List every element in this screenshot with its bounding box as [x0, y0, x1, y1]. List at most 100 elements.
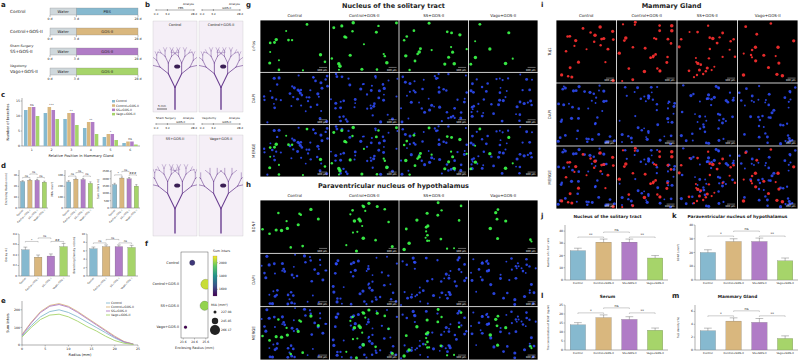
column-header: Control+GOS-II — [632, 13, 662, 18]
nucleus — [619, 120, 621, 122]
event-label: GOS-II — [222, 120, 231, 124]
marker-signal — [577, 61, 580, 64]
scale-label: 100 μm — [456, 250, 466, 253]
marker-signal — [351, 209, 354, 212]
panel-label: m — [672, 292, 679, 300]
nucleus — [296, 150, 299, 153]
nucleus — [375, 298, 378, 301]
duct — [214, 63, 215, 74]
nucleus — [321, 332, 324, 335]
nucleus — [309, 256, 311, 258]
duct — [214, 56, 217, 63]
cells — [261, 254, 328, 306]
row-label: DAPI — [547, 110, 552, 119]
marker-signal — [696, 31, 699, 34]
nucleus — [460, 164, 463, 167]
marker-signal — [624, 162, 628, 166]
nucleus — [321, 278, 324, 281]
gland — [199, 48, 243, 110]
marker-signal — [644, 47, 647, 50]
marker-signal — [450, 151, 452, 153]
nucleus — [276, 289, 279, 292]
duct — [165, 56, 168, 63]
nucleus — [334, 159, 336, 161]
nucleus — [456, 312, 459, 315]
nucleus — [764, 132, 766, 134]
day-label: 28 d — [134, 17, 141, 21]
micrograph — [330, 307, 399, 360]
marker-signal — [628, 193, 631, 196]
nucleus — [626, 95, 628, 97]
micrograph — [556, 83, 616, 145]
scale-label: 100 μm — [456, 356, 466, 359]
nucleus — [513, 298, 516, 301]
marker-signal — [268, 166, 271, 169]
nucleus — [379, 173, 382, 176]
nucleus — [308, 96, 310, 98]
nucleus — [515, 166, 517, 168]
nucleus — [682, 147, 684, 149]
nucleus — [495, 78, 497, 80]
nucleus — [407, 118, 409, 120]
marker-signal — [361, 332, 363, 334]
marker-signal — [278, 164, 280, 166]
nucleus — [506, 90, 508, 92]
nucleus — [438, 139, 440, 141]
nucleus — [525, 272, 527, 274]
nucleus — [759, 119, 761, 121]
nucleus — [263, 148, 265, 150]
nucleus — [766, 136, 769, 139]
nucleus — [282, 268, 285, 271]
scale-label: 100 μm — [317, 121, 327, 124]
marker-signal — [268, 339, 271, 342]
nucleus — [261, 318, 263, 320]
timeline — [156, 10, 194, 11]
marker-signal — [367, 308, 370, 311]
nucleus — [595, 122, 597, 124]
panel-label: g — [246, 1, 251, 9]
nucleus — [717, 176, 720, 179]
nucleus — [263, 272, 266, 275]
nucleus — [758, 188, 760, 190]
marker-signal — [754, 172, 757, 175]
nucleus — [689, 157, 692, 160]
nucleus — [300, 104, 302, 106]
nucleus — [529, 345, 531, 347]
nucleus — [441, 172, 443, 174]
duct — [167, 182, 168, 194]
marker-signal — [289, 353, 292, 356]
nucleus — [408, 134, 411, 137]
micrograph — [260, 73, 329, 125]
day-label: 0 d — [200, 12, 205, 16]
nucleus — [292, 348, 295, 351]
nucleus — [570, 117, 573, 120]
nucleus — [368, 282, 370, 284]
marker-signal — [567, 201, 569, 203]
duct — [220, 53, 224, 56]
nucleus — [647, 157, 650, 160]
nucleus — [533, 291, 536, 294]
marker-signal — [451, 51, 454, 54]
duct — [159, 50, 161, 53]
nucleus — [401, 313, 403, 315]
nucleus — [602, 163, 605, 166]
marker-signal — [452, 167, 456, 171]
day-label: 0 d — [200, 126, 205, 130]
day-label: 3 d — [165, 126, 170, 130]
marker-signal — [332, 26, 335, 29]
duct — [168, 74, 175, 88]
marker-signal — [469, 167, 472, 170]
nucleus — [350, 324, 352, 326]
nucleus — [265, 308, 268, 311]
nucleus — [414, 321, 416, 323]
nucleus — [707, 97, 710, 100]
marker-signal — [604, 187, 606, 189]
nucleus — [571, 169, 574, 172]
nucleus — [738, 154, 741, 157]
panel-label: k — [672, 212, 677, 220]
nucleus — [416, 347, 418, 349]
marker-signal — [512, 162, 514, 164]
duct — [224, 51, 225, 56]
nucleus — [529, 152, 532, 155]
marker-signal — [289, 246, 292, 249]
